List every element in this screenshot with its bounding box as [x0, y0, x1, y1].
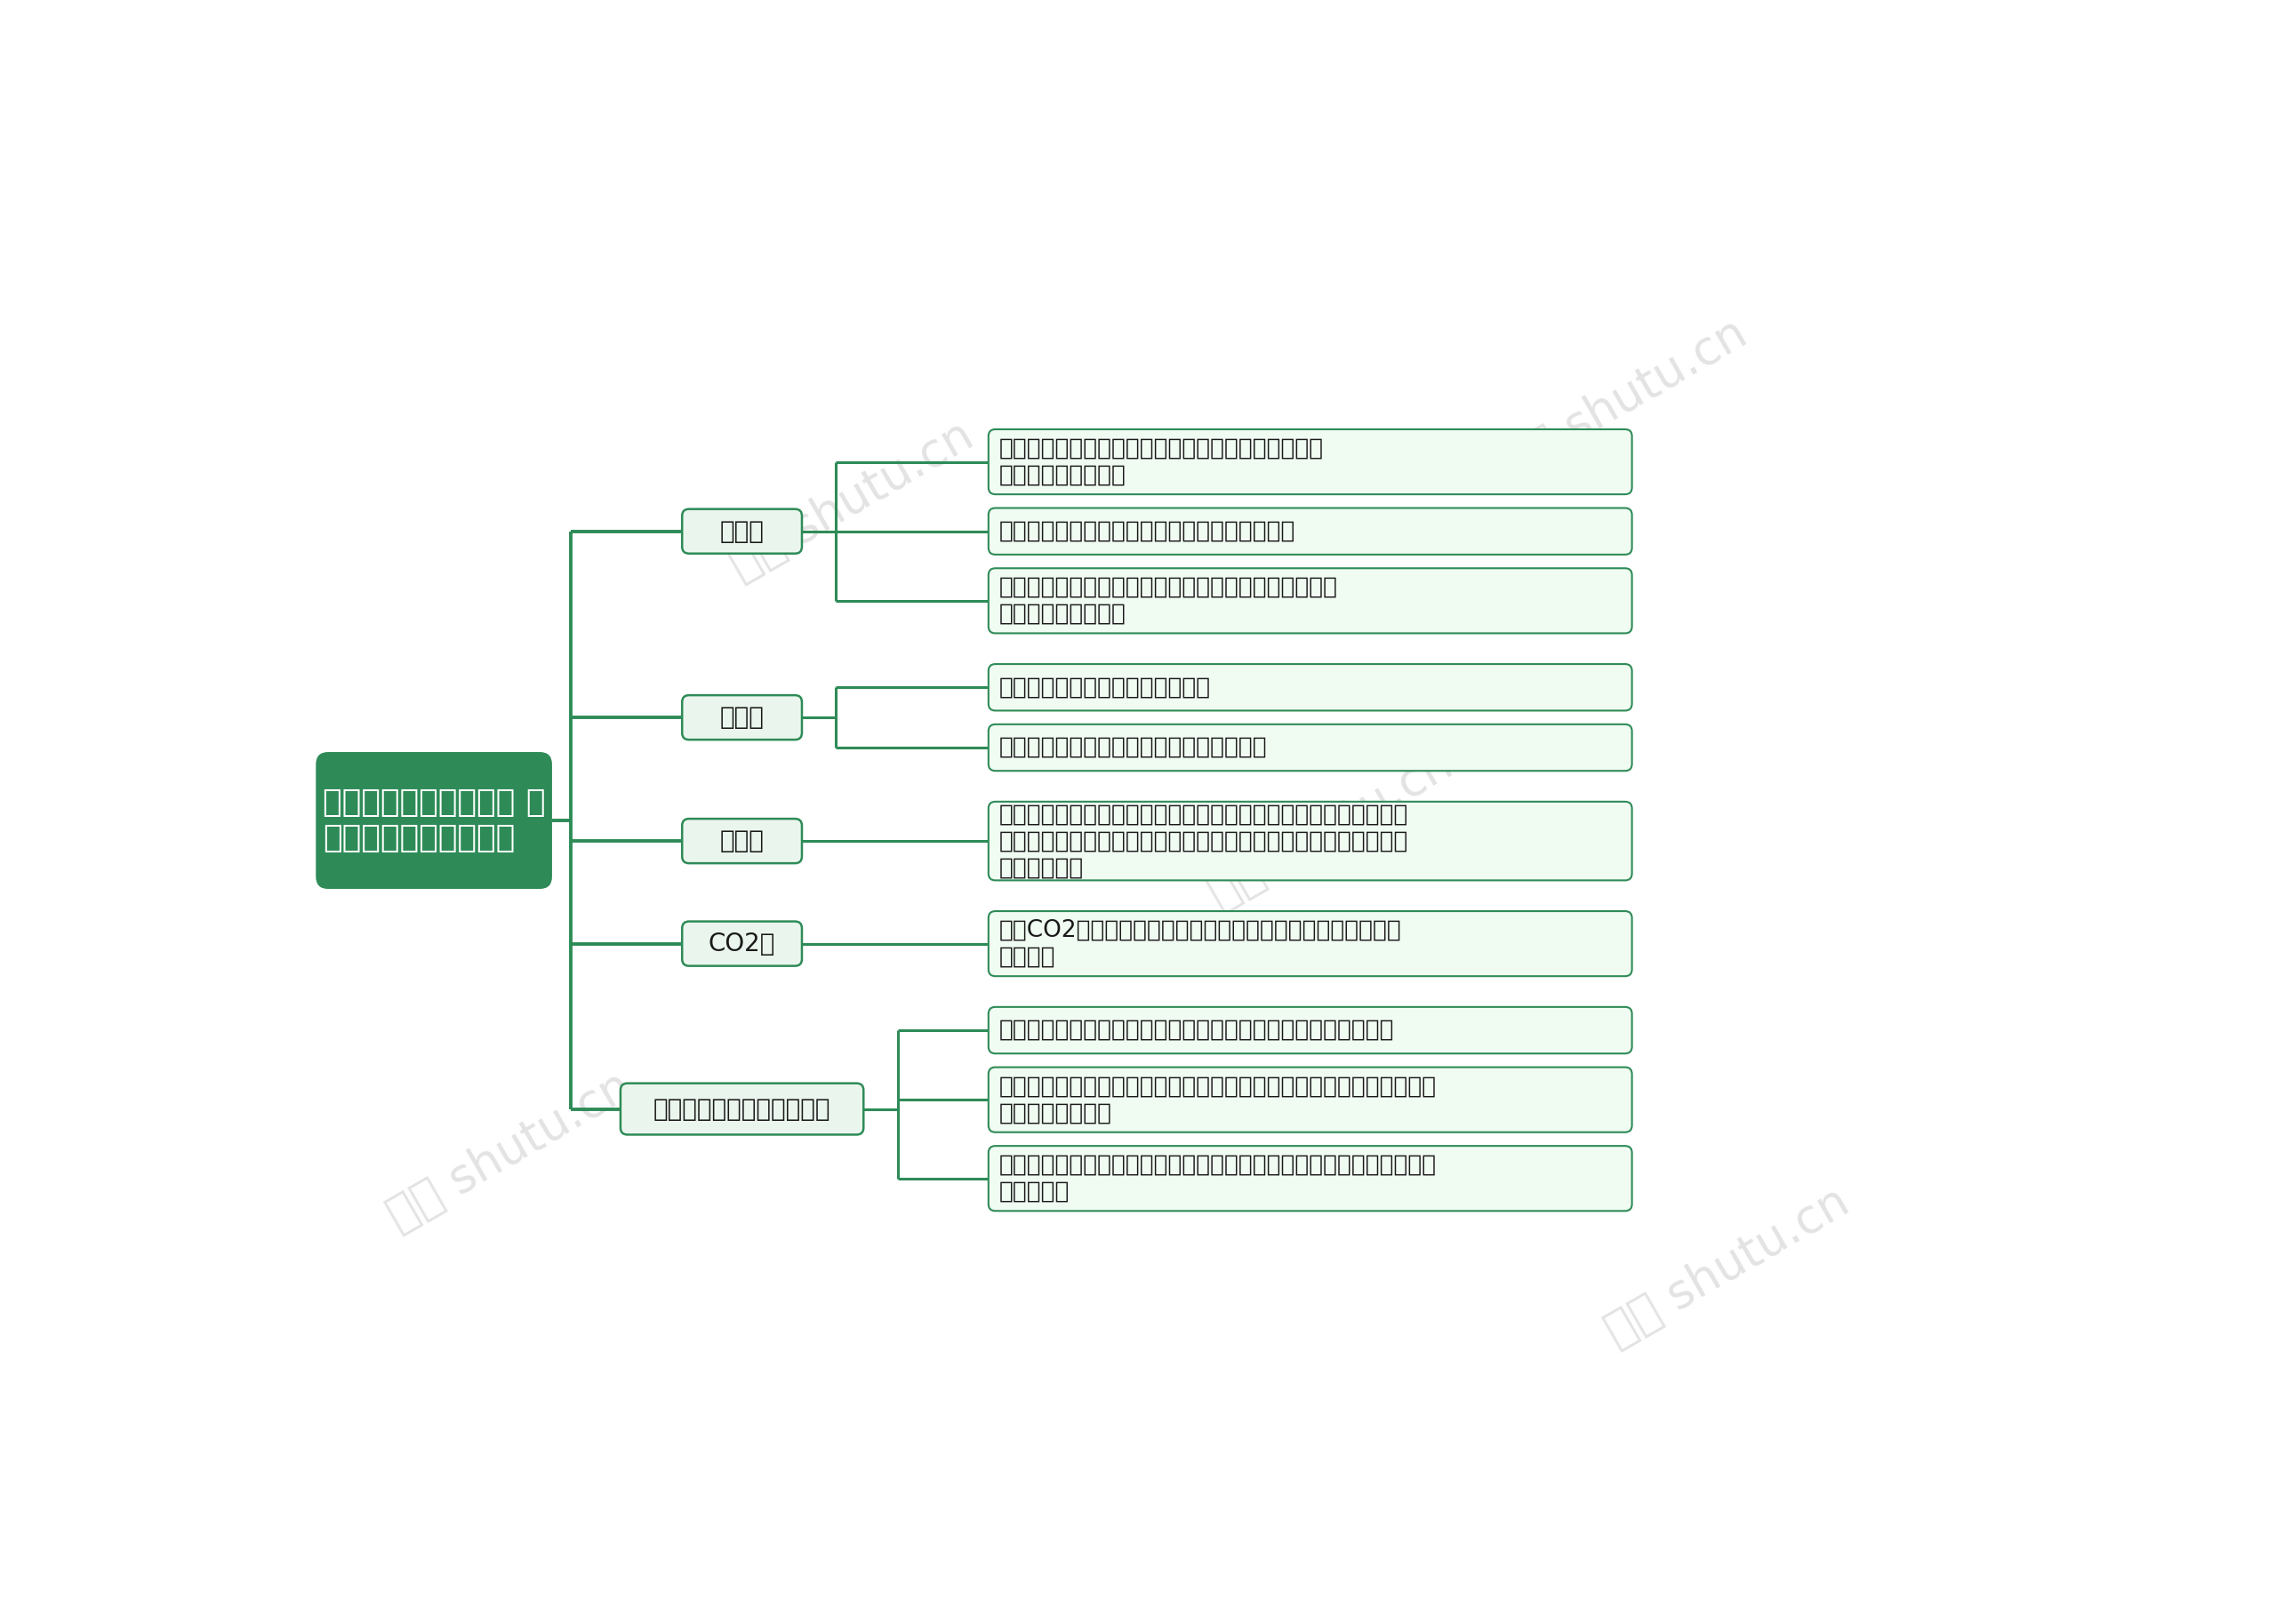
FancyBboxPatch shape: [621, 1083, 863, 1135]
FancyBboxPatch shape: [988, 911, 1632, 976]
Text: 树图 shutu.cn: 树图 shutu.cn: [721, 412, 981, 590]
Text: 作物栽培时，要有适当措施保证根的正常呼吸，如疏松土壤等。: 作物栽培时，要有适当措施保证根的正常呼吸，如疏松土壤等。: [999, 1018, 1395, 1043]
Text: 树图 shutu.cn: 树图 shutu.cn: [380, 1062, 640, 1239]
Text: 高一生物必修一知识点 影
响呼吸速率的外界因素: 高一生物必修一知识点 影 响呼吸速率的外界因素: [323, 788, 546, 853]
Text: 呼吸作用在生产上的应用：: 呼吸作用在生产上的应用：: [653, 1096, 831, 1122]
Text: 环境CO2浓度提高，将抑制细胞呼吸，可用此原理来贮藏水果
和蔬菜。: 环境CO2浓度提高，将抑制细胞呼吸，可用此原理来贮藏水果 和蔬菜。: [999, 919, 1402, 968]
FancyBboxPatch shape: [683, 508, 801, 554]
FancyBboxPatch shape: [988, 429, 1632, 494]
Text: 水分：: 水分：: [719, 828, 765, 854]
Text: 温度：: 温度：: [719, 518, 765, 544]
FancyBboxPatch shape: [988, 664, 1632, 711]
FancyBboxPatch shape: [988, 568, 1632, 633]
FancyBboxPatch shape: [988, 1007, 1632, 1054]
FancyBboxPatch shape: [988, 1147, 1632, 1212]
Text: 树图 shutu.cn: 树图 shutu.cn: [1598, 1179, 1857, 1356]
Text: 温度过低或过高都会影响细胞正常的呼吸作用。: 温度过低或过高都会影响细胞正常的呼吸作用。: [999, 520, 1295, 542]
FancyBboxPatch shape: [988, 508, 1632, 554]
Text: 树图 shutu.cn: 树图 shutu.cn: [1202, 741, 1461, 918]
FancyBboxPatch shape: [988, 802, 1632, 880]
Text: 氧气充足，则无氧呼吸将受抑制；: 氧气充足，则无氧呼吸将受抑制；: [999, 676, 1211, 698]
Text: 一般来说，细胞水分充足，呼吸作用将增强。但陆生植物根部如长
时间受水浸没，根部缺氧，进行无氧呼吸，产生过多酒精，可使根
部细胞坏死。: 一般来说，细胞水分充足，呼吸作用将增强。但陆生植物根部如长 时间受水浸没，根部缺…: [999, 802, 1409, 879]
FancyBboxPatch shape: [988, 724, 1632, 771]
FancyBboxPatch shape: [683, 818, 801, 864]
FancyBboxPatch shape: [988, 1067, 1632, 1132]
Text: 水果、蔬菜保鲜时，要低温或降低氧气含量及增加二氧化碳浓度，抑制
呼吸作用。: 水果、蔬菜保鲜时，要低温或降低氧气含量及增加二氧化碳浓度，抑制 呼吸作用。: [999, 1153, 1436, 1203]
Text: CO2：: CO2：: [708, 931, 776, 957]
Text: 粮油种子贮藏时，要风干、降温、降低氧气含量，则能抑制呼吸作用，
减少有机物消耗。: 粮油种子贮藏时，要风干、降温、降低氧气含量，则能抑制呼吸作用， 减少有机物消耗。: [999, 1075, 1436, 1124]
FancyBboxPatch shape: [683, 921, 801, 966]
Text: 在一定温度范围内，温度越低，细胞呼吸越弱；温度越
高，细胞呼吸越强。: 在一定温度范围内，温度越低，细胞呼吸越弱；温度越 高，细胞呼吸越强。: [999, 577, 1338, 625]
FancyBboxPatch shape: [316, 752, 553, 888]
FancyBboxPatch shape: [683, 695, 801, 739]
Text: 氧气：: 氧气：: [719, 705, 765, 729]
Text: 树图 shutu.cn: 树图 shutu.cn: [1495, 310, 1755, 487]
Text: 温度通过影响细胞内与呼吸作用有关的酶的活性来影
响细胞的呼吸作用。: 温度通过影响细胞内与呼吸作用有关的酶的活性来影 响细胞的呼吸作用。: [999, 437, 1325, 487]
Text: 氧气不足，则有氧呼吸将会减弱或受抑制。: 氧气不足，则有氧呼吸将会减弱或受抑制。: [999, 736, 1268, 758]
